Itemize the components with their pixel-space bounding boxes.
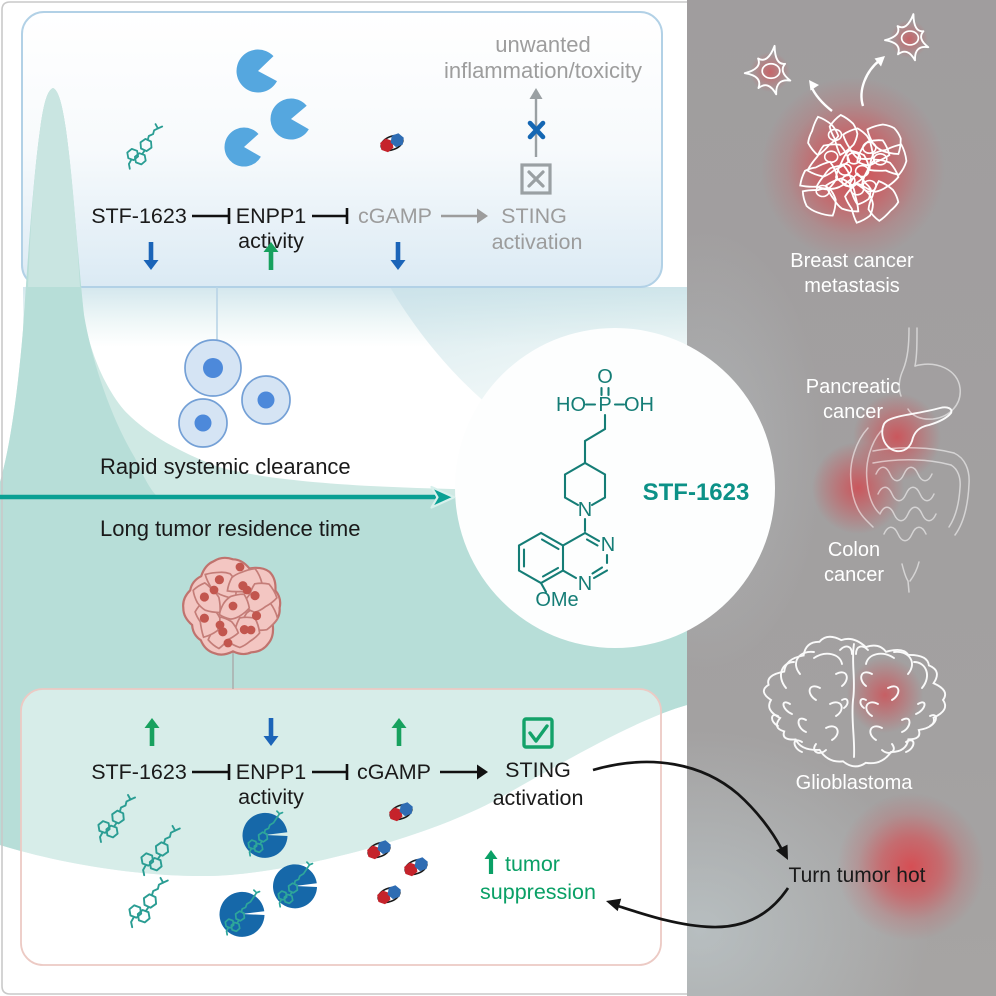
svg-text:unwanted: unwanted: [495, 32, 590, 57]
svg-text:activation: activation: [492, 230, 583, 254]
svg-text:metastasis: metastasis: [804, 275, 900, 297]
svg-text:STF-1623: STF-1623: [91, 204, 187, 228]
svg-text:cGAMP: cGAMP: [357, 760, 431, 784]
svg-text:STING: STING: [501, 204, 567, 228]
svg-text:ENPP1: ENPP1: [236, 204, 307, 228]
svg-text:cancer: cancer: [824, 564, 884, 586]
svg-text:Breast cancer: Breast cancer: [790, 250, 914, 272]
svg-text:OMe: OMe: [535, 589, 578, 611]
svg-text:tumor: tumor: [505, 852, 560, 876]
svg-text:STF-1623: STF-1623: [643, 479, 750, 506]
svg-text:STING: STING: [505, 758, 571, 782]
svg-text:activity: activity: [238, 785, 304, 809]
svg-text:N: N: [601, 534, 615, 556]
svg-text:inflammation/toxicity: inflammation/toxicity: [444, 58, 642, 83]
svg-text:Colon: Colon: [828, 539, 880, 561]
svg-text:Long tumor residence time: Long tumor residence time: [100, 516, 360, 541]
svg-text:OH: OH: [624, 394, 654, 416]
svg-text:suppression: suppression: [480, 880, 596, 904]
svg-text:cGAMP: cGAMP: [358, 204, 432, 228]
svg-text:activation: activation: [493, 786, 584, 810]
svg-text:Rapid systemic clearance: Rapid systemic clearance: [100, 454, 351, 479]
svg-text:HO: HO: [556, 394, 586, 416]
svg-text:STF-1623: STF-1623: [91, 760, 187, 784]
svg-text:Pancreatic: Pancreatic: [806, 376, 901, 398]
svg-text:ENPP1: ENPP1: [236, 760, 307, 784]
svg-text:N: N: [578, 499, 592, 521]
svg-text:N: N: [578, 573, 592, 595]
svg-text:P: P: [598, 394, 611, 416]
svg-text:Glioblastoma: Glioblastoma: [796, 772, 914, 794]
svg-text:O: O: [597, 366, 613, 388]
svg-text:cancer: cancer: [823, 401, 883, 423]
svg-text:Turn tumor hot: Turn tumor hot: [789, 864, 926, 887]
